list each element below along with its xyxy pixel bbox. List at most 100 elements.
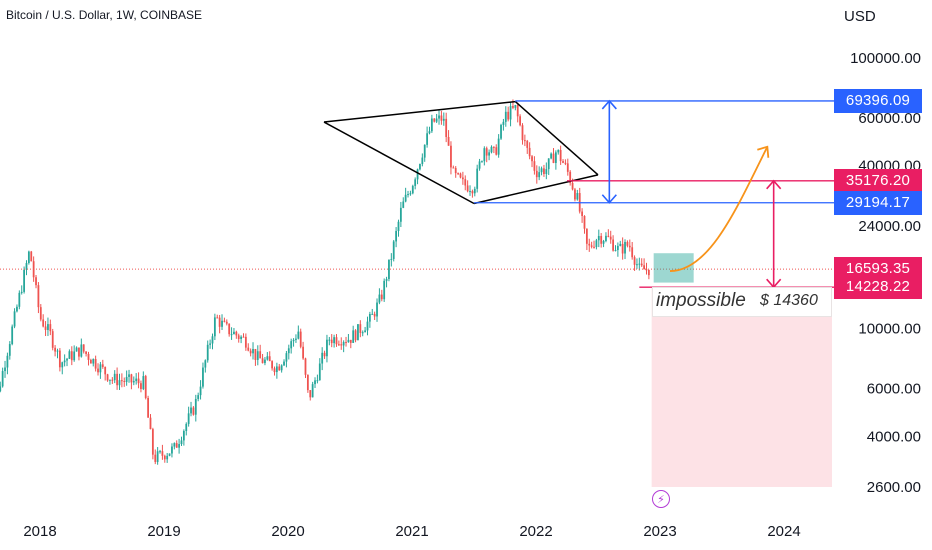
candle-body	[221, 320, 223, 327]
candle-body	[523, 140, 526, 142]
candle-body	[404, 194, 407, 202]
x-tick-label: 2022	[519, 523, 552, 540]
candle-body	[385, 279, 388, 281]
candle-body	[161, 451, 164, 456]
x-tick-label: 2019	[147, 523, 180, 540]
candle-body	[442, 118, 445, 121]
candle-body	[500, 124, 502, 139]
y-tick-label: 10000.00	[858, 321, 921, 338]
candle-body	[628, 245, 631, 248]
candle-body	[590, 245, 593, 247]
candle-body	[347, 339, 350, 343]
candle-body	[197, 395, 200, 399]
candle-body	[235, 331, 238, 336]
candle-body	[101, 364, 104, 367]
candle-body	[1, 371, 4, 387]
candle-body	[423, 144, 426, 158]
candle-body	[249, 350, 252, 354]
candle-body	[206, 344, 209, 361]
consolidation-box	[653, 253, 694, 283]
candle-body	[392, 241, 395, 259]
candle-body	[388, 259, 390, 280]
candle-body	[645, 269, 648, 271]
candle-body	[156, 451, 159, 462]
candle-body	[163, 455, 166, 460]
candle-body	[457, 173, 460, 175]
forecast-arrow	[669, 146, 769, 272]
candle-body	[342, 342, 345, 346]
candle-body	[390, 258, 393, 260]
candle-body	[581, 211, 584, 217]
candle-body	[559, 149, 562, 162]
candle-body	[228, 323, 231, 335]
candle-body	[247, 347, 250, 351]
candle-body	[132, 381, 135, 383]
wedge-line	[323, 121, 475, 205]
candle-body	[268, 356, 271, 362]
candle-body	[273, 368, 276, 373]
candle-body	[63, 360, 66, 363]
candle-body	[97, 368, 99, 373]
lightning-icon[interactable]: ⚡	[652, 490, 670, 508]
candle-body	[182, 430, 185, 441]
candle-body	[533, 161, 536, 171]
candle-body	[335, 337, 338, 345]
candle-body	[647, 269, 650, 276]
candle-body	[485, 148, 488, 156]
y-tick-label: 100000.00	[850, 50, 921, 67]
candle-body	[113, 373, 116, 381]
candle-body	[70, 351, 73, 361]
candle-body	[428, 131, 431, 134]
candle-body	[151, 429, 154, 455]
candle-body	[473, 188, 476, 194]
candle-body	[37, 285, 40, 308]
candle-body	[337, 344, 340, 346]
candle-body	[495, 147, 498, 155]
candle-body	[619, 243, 622, 246]
candle-body	[371, 313, 374, 315]
candle-body	[426, 133, 429, 145]
candle-body	[557, 149, 560, 153]
candle-body	[211, 336, 214, 344]
wedge-line	[323, 100, 516, 123]
candle-body	[373, 313, 376, 317]
candle-body	[66, 358, 68, 361]
candle-body	[545, 169, 548, 175]
candle-body	[292, 339, 295, 342]
candle-body	[20, 291, 23, 293]
x-tick-label: 2024	[767, 523, 800, 540]
candle-body	[614, 250, 617, 252]
candle-body	[407, 194, 409, 196]
candle-body	[230, 334, 233, 336]
x-tick-label: 2020	[271, 523, 304, 540]
candle-body	[576, 193, 579, 200]
candle-body	[633, 257, 636, 265]
candle-body	[399, 207, 402, 222]
candle-body	[89, 359, 92, 364]
candle-body	[159, 451, 161, 453]
candle-body	[68, 351, 71, 359]
candle-body	[616, 245, 619, 251]
candle-body	[252, 348, 254, 354]
candle-body	[316, 380, 319, 382]
candle-body	[492, 146, 495, 148]
candle-body	[366, 321, 369, 331]
candle-body	[502, 121, 505, 125]
candle-body	[364, 330, 367, 333]
candle-body	[471, 191, 474, 194]
candle-body	[78, 347, 80, 357]
candle-body	[216, 317, 219, 319]
candle-body	[521, 125, 524, 141]
candle-body	[299, 331, 302, 347]
candle-body	[18, 292, 21, 307]
candle-body	[569, 171, 572, 183]
candle-body	[602, 240, 605, 244]
chart-title: Bitcoin / U.S. Dollar, 1W, COINBASE	[6, 8, 203, 22]
candle-body	[430, 118, 433, 132]
candle-body	[130, 374, 133, 383]
candle-body	[621, 243, 624, 254]
candle-body	[166, 455, 169, 460]
candle-body	[624, 241, 626, 254]
candle-body	[47, 324, 49, 330]
